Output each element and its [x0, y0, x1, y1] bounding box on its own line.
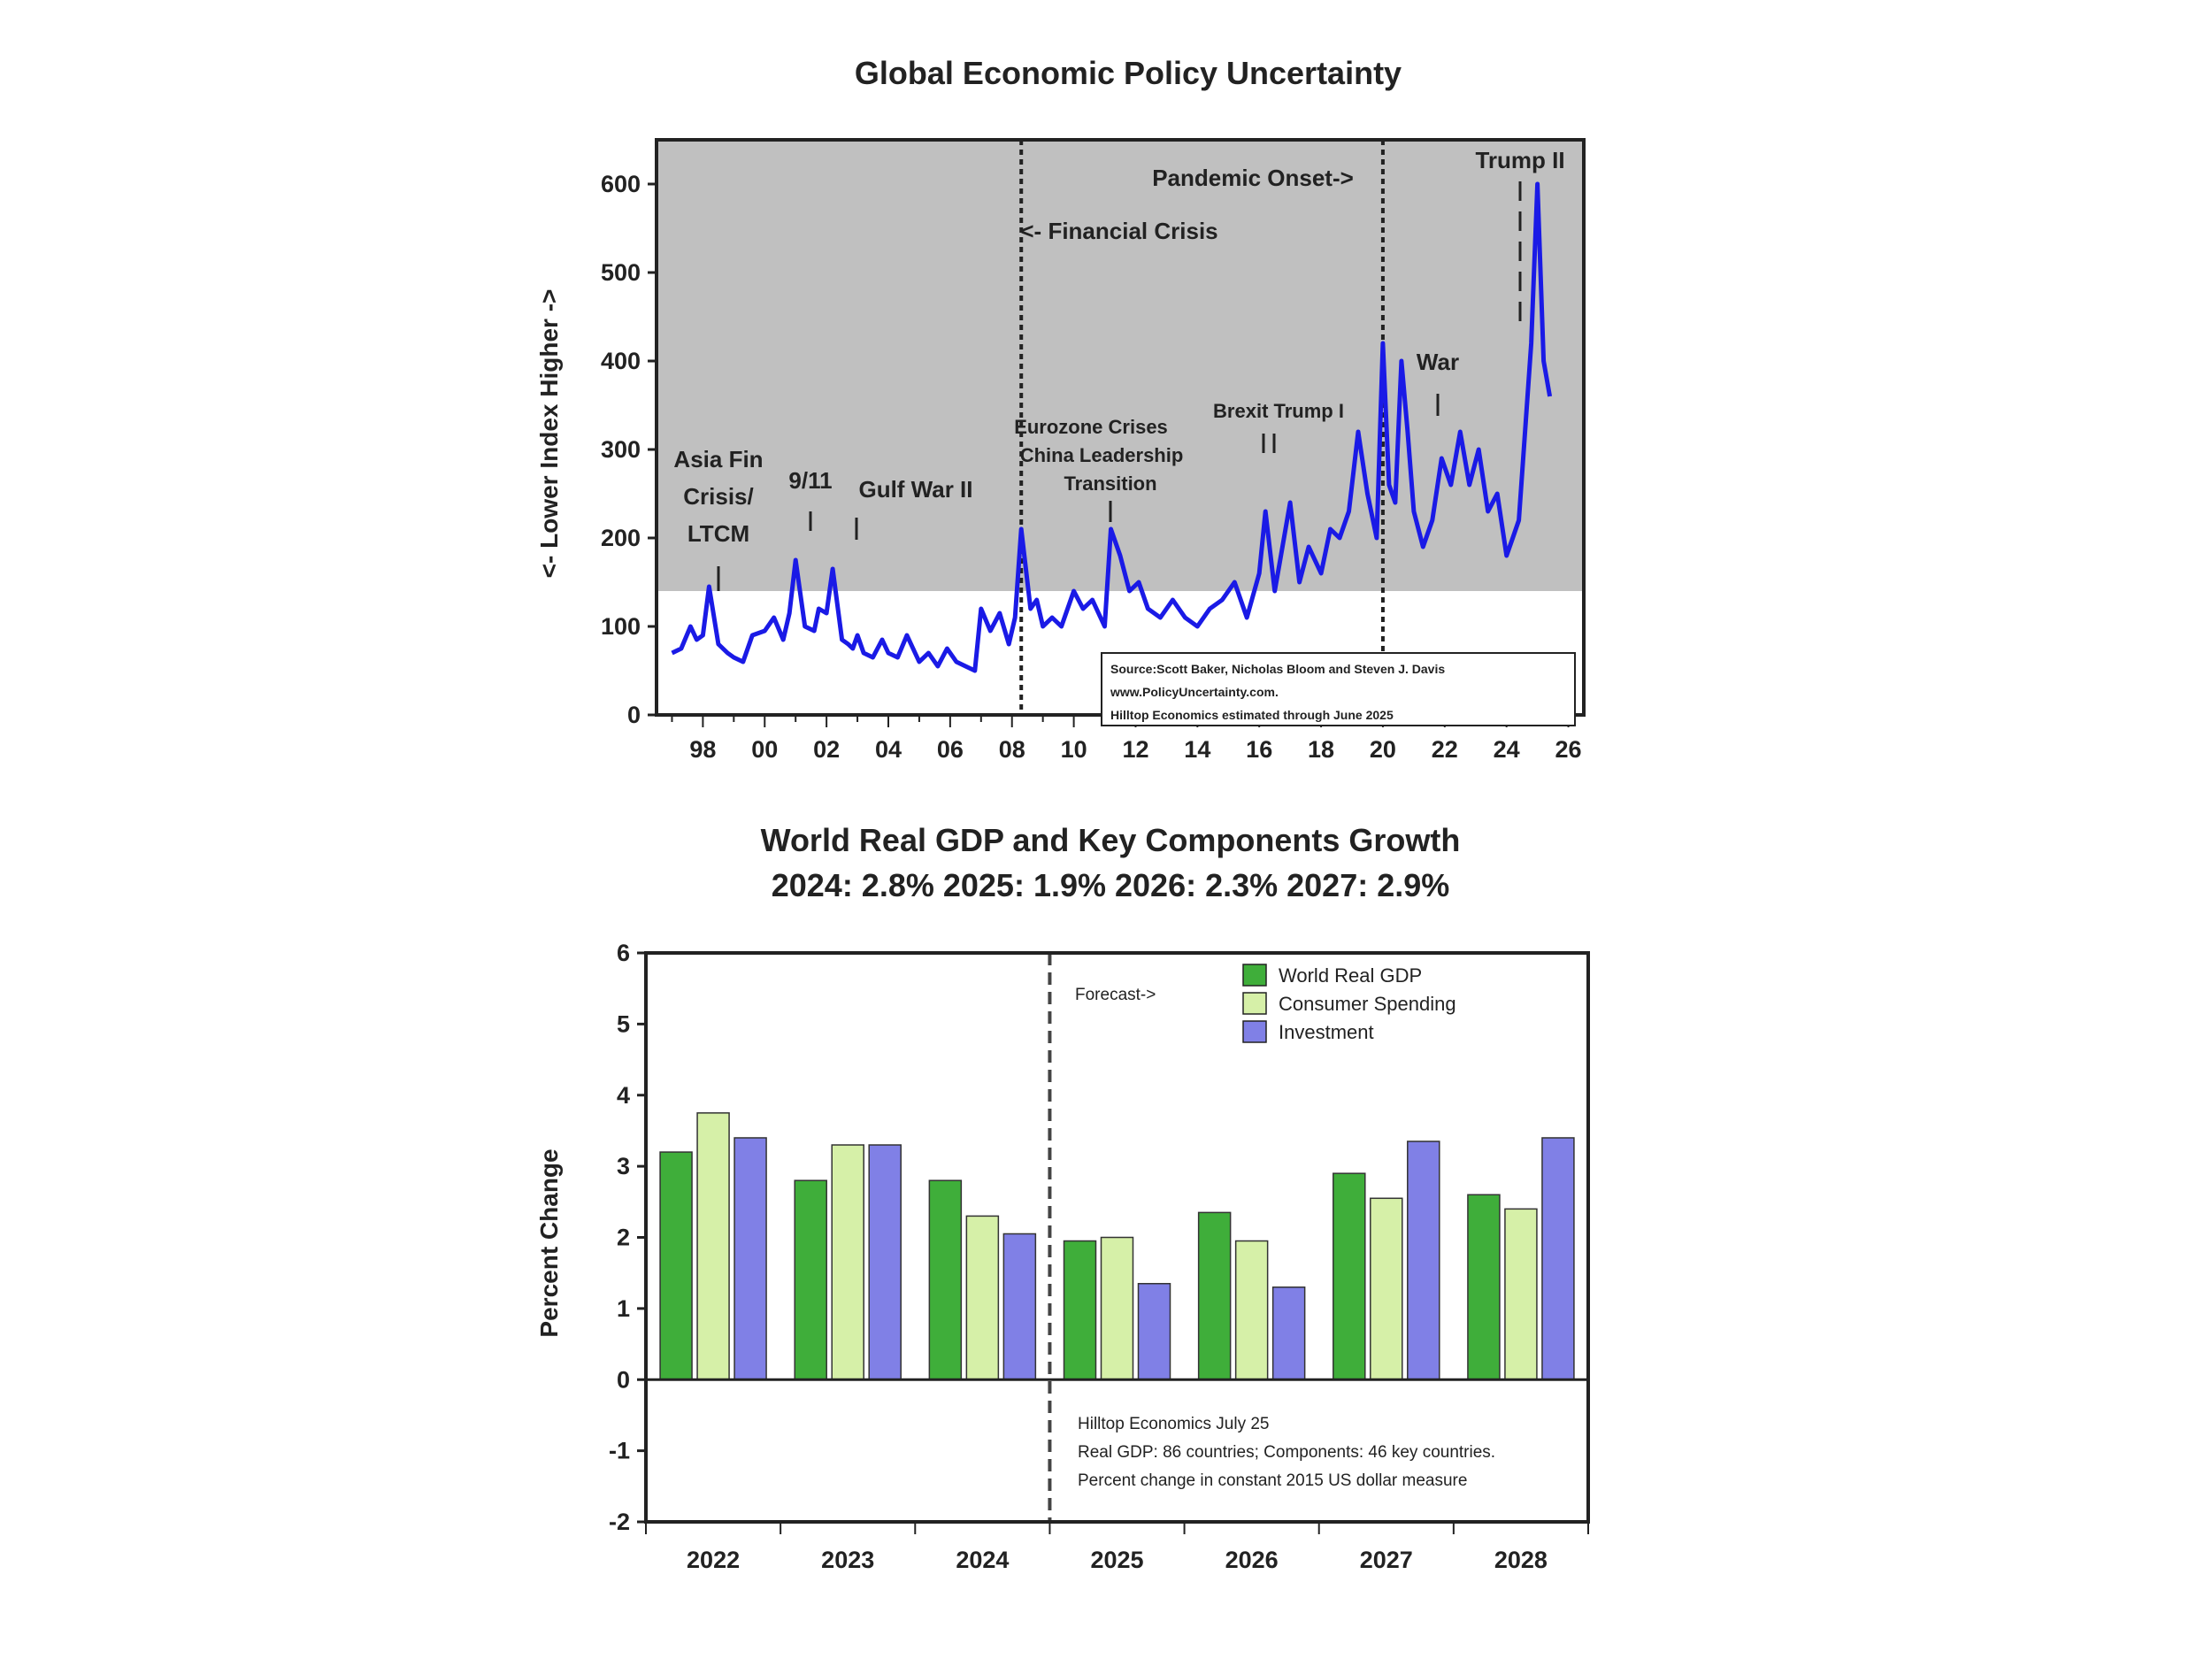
source-line: www.PolicyUncertainty.com. [1110, 685, 1279, 699]
annotation: Gulf War II [858, 476, 972, 503]
annotation: Crisis/ [683, 483, 754, 510]
bar [965, 1215, 1000, 1380]
bar [1407, 1141, 1440, 1381]
bar [1137, 1282, 1171, 1381]
legend-entry: Consumer Spending [1279, 993, 1456, 1015]
note-line: Real GDP: 86 countries; Components: 46 k… [1078, 1443, 1495, 1462]
y-tick-label: 1 [617, 1295, 630, 1322]
y-tick-label: 300 [601, 436, 641, 463]
bar [831, 1144, 864, 1380]
uncertainty-chart: Global Economic Policy Uncertainty <- Lo… [535, 55, 1586, 763]
bar [1100, 1236, 1134, 1380]
bar [1541, 1137, 1575, 1380]
x-tick-label: 24 [1494, 736, 1520, 763]
annotation: <- Financial Crisis [1020, 218, 1217, 244]
x-tick-label: 2023 [821, 1547, 874, 1573]
y-tick-label: 400 [601, 348, 641, 374]
note-line: Hilltop Economics July 25 [1078, 1415, 1269, 1433]
annotation: LTCM [687, 520, 749, 547]
annotation: Transition [1064, 472, 1156, 495]
x-tick-label: 10 [1061, 736, 1087, 763]
x-tick-label: 2022 [687, 1547, 740, 1573]
x-tick-label: 06 [937, 736, 964, 763]
y-tick-label: 5 [617, 1010, 630, 1037]
y-tick-label: 2 [617, 1225, 630, 1251]
x-tick-label: 2025 [1090, 1547, 1143, 1573]
x-tick-label: 2026 [1225, 1547, 1279, 1573]
bar [1063, 1240, 1097, 1381]
note-line: Percent change in constant 2015 US dolla… [1078, 1471, 1467, 1490]
y-tick-label: 200 [601, 525, 641, 551]
bar [794, 1179, 827, 1380]
y-tick-label: 100 [601, 613, 641, 640]
annotation: 9/11 [788, 467, 832, 494]
x-tick-label: 16 [1246, 736, 1272, 763]
legend-swatch [1242, 992, 1267, 1015]
y-tick-label: 6 [617, 940, 630, 966]
chart-title: Global Economic Policy Uncertainty [855, 55, 1402, 91]
annotation: Eurozone Crises [1014, 416, 1168, 438]
legend-swatch [1242, 964, 1267, 987]
bar [928, 1179, 963, 1380]
x-tick-label: 2027 [1360, 1547, 1413, 1573]
bar [733, 1137, 767, 1380]
annotation: Asia Fin [673, 446, 763, 472]
legend-entry: World Real GDP [1279, 964, 1422, 987]
bar [696, 1112, 730, 1380]
annotation: China Leadership [1020, 444, 1184, 466]
annotation: War [1417, 349, 1459, 375]
bar [659, 1151, 693, 1381]
bar [868, 1144, 902, 1380]
bar [1370, 1197, 1403, 1380]
x-tick-label: 02 [813, 736, 840, 763]
annotation: Trump II [1475, 147, 1564, 173]
x-tick-label: 98 [689, 736, 716, 763]
forecast-label: Forecast-> [1075, 986, 1156, 1004]
x-tick-label: 04 [875, 736, 902, 763]
x-tick-label: 20 [1370, 736, 1396, 763]
y-axis-label: <- Lower Index Higher -> [535, 289, 563, 579]
gdp-chart: World Real GDP and Key Components Growth… [535, 822, 1590, 1573]
y-tick-label: 500 [601, 259, 641, 286]
y-tick-label: -1 [609, 1438, 630, 1464]
chart-subtitle: 2024: 2.8% 2025: 1.9% 2026: 2.3% 2027: 2… [772, 867, 1450, 903]
bar [1234, 1240, 1269, 1381]
source-box: Source:Scott Baker, Nicholas Bloom and S… [1101, 652, 1576, 726]
x-tick-label: 08 [999, 736, 1025, 763]
legend-entry: Investment [1279, 1021, 1374, 1043]
series-line [671, 181, 1553, 673]
source-line: Hilltop Economics estimated through June… [1110, 708, 1394, 722]
y-tick-label: -2 [609, 1509, 630, 1535]
x-tick-label: 26 [1555, 736, 1582, 763]
notes: Hilltop Economics July 25 Real GDP: 86 c… [1078, 1415, 1495, 1490]
y-tick-label: 600 [601, 171, 641, 197]
y-tick-label: 0 [617, 1366, 630, 1393]
bar [1002, 1233, 1037, 1380]
y-tick-label: 0 [627, 702, 641, 728]
bar [1271, 1286, 1306, 1380]
bar [1504, 1208, 1538, 1380]
y-tick-label: 4 [617, 1082, 630, 1109]
bar [1467, 1194, 1501, 1381]
x-tick-label: 2024 [956, 1547, 1009, 1573]
annotation: Brexit Trump I [1213, 400, 1344, 422]
x-tick-label: 18 [1308, 736, 1334, 763]
chart-title: World Real GDP and Key Components Growth [761, 822, 1461, 858]
x-tick-label: 12 [1122, 736, 1148, 763]
annotation: Pandemic Onset-> [1152, 165, 1354, 191]
y-axis-label: Percent Change [535, 1148, 563, 1337]
y-tick-label: 3 [617, 1153, 630, 1179]
legend-swatch [1242, 1020, 1267, 1043]
x-tick-label: 14 [1184, 736, 1210, 763]
x-tick-label: 22 [1432, 736, 1458, 763]
bar [1333, 1172, 1366, 1380]
legend: World Real GDP Consumer Spending Investm… [1242, 964, 1456, 1043]
bar [1197, 1211, 1232, 1381]
x-tick-label: 00 [751, 736, 778, 763]
x-tick-label: 2028 [1494, 1547, 1548, 1573]
source-line: Source:Scott Baker, Nicholas Bloom and S… [1110, 662, 1445, 676]
